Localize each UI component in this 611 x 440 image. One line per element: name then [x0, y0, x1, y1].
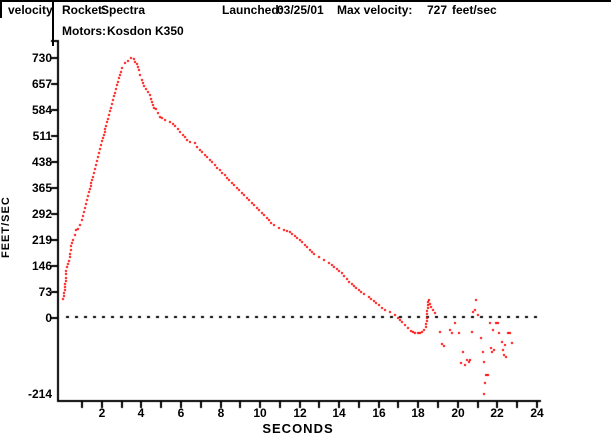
y-tick-label: 657 [31, 77, 52, 91]
x-tick-label: 16 [372, 406, 386, 420]
x-tick-label: 8 [217, 406, 225, 420]
x-tick-label: 10 [253, 406, 267, 420]
y-tick-label: 365 [31, 181, 52, 195]
y-tick-label: 219 [31, 233, 52, 247]
y-tick-label: 292 [31, 207, 52, 221]
y-tick-label: 146 [31, 259, 52, 273]
x-tick-label: 24 [530, 406, 544, 420]
x-tick-label: 22 [490, 406, 504, 420]
y-tick-label: -214 [27, 387, 52, 401]
x-axis-title: SECONDS [262, 421, 334, 436]
y-tick-label: 438 [31, 155, 52, 169]
y-tick-label: 730 [31, 51, 52, 65]
x-tick-label: 18 [411, 406, 425, 420]
x-tick-label: 6 [177, 406, 185, 420]
x-tick-label: 20 [451, 406, 465, 420]
x-tick-label: 12 [293, 406, 307, 420]
y-tick-label: 0 [45, 311, 52, 325]
x-tick-label: 4 [137, 406, 145, 420]
y-tick-label: 73 [38, 285, 52, 299]
x-tick-label: 2 [98, 406, 106, 420]
y-tick-label: 584 [31, 103, 52, 117]
x-tick-label: 14 [332, 406, 346, 420]
y-tick-label: 511 [32, 129, 52, 143]
